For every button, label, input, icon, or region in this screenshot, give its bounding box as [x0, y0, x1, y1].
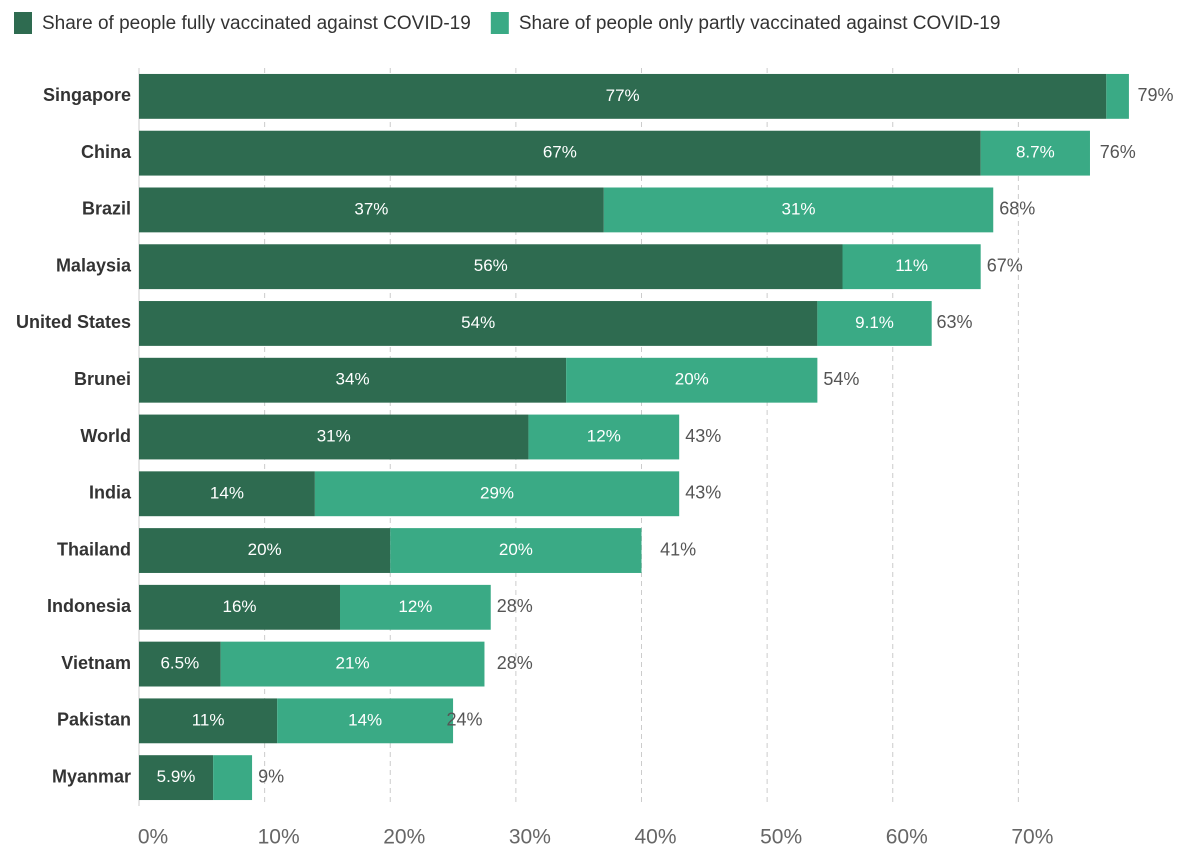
bar-segment: [139, 130, 981, 176]
value-label: 77%: [606, 86, 640, 105]
value-label: 16%: [222, 597, 256, 616]
x-tick-label: 10%: [258, 826, 300, 849]
x-tick-label: 50%: [760, 826, 802, 849]
category-label: United States: [16, 312, 131, 332]
value-label: 14%: [210, 483, 244, 502]
bar-segment: [139, 698, 278, 744]
category-label: Indonesia: [47, 596, 132, 616]
x-tick-label: 0%: [138, 826, 168, 849]
bar-segment: [220, 641, 485, 687]
category-label: Brazil: [82, 199, 131, 219]
bar-segment: [139, 641, 221, 687]
value-label: 37%: [354, 199, 388, 218]
x-tick-label: 40%: [634, 826, 676, 849]
total-label: 54%: [823, 369, 859, 389]
x-tick-label: 30%: [509, 826, 551, 849]
total-label: 67%: [987, 255, 1023, 275]
value-label: 9.1%: [855, 313, 894, 332]
bar-segment: [139, 357, 567, 403]
category-label: World: [80, 426, 131, 446]
category-label: India: [89, 483, 132, 503]
category-label: Vietnam: [61, 653, 131, 673]
category-label: Singapore: [43, 85, 131, 105]
value-label: 20%: [499, 540, 533, 559]
total-label: 68%: [999, 199, 1035, 219]
total-label: 79%: [1137, 85, 1173, 105]
total-label: 76%: [1100, 142, 1136, 162]
value-label: 6.5%: [160, 654, 199, 673]
total-label: 28%: [497, 596, 533, 616]
value-label: 11%: [192, 710, 225, 729]
bar-segment: [139, 414, 529, 460]
value-label: 20%: [675, 370, 709, 389]
bar-segment: [314, 471, 680, 517]
bar-segment: [566, 357, 818, 403]
bar-segment: [139, 301, 818, 346]
bar-segment: [842, 244, 981, 290]
bar-segment: [603, 187, 994, 233]
value-label: 34%: [336, 370, 370, 389]
total-label: 63%: [936, 312, 972, 332]
value-label: 21%: [336, 654, 370, 673]
total-label: 9%: [258, 766, 284, 786]
legend-swatch: [14, 12, 32, 34]
value-label: 5.9%: [157, 767, 196, 786]
legend-swatch: [490, 12, 509, 34]
bar-segment: [139, 73, 1107, 119]
value-label: 20%: [248, 540, 282, 559]
bar-segment: [980, 130, 1090, 176]
bar-segment: [139, 584, 340, 630]
category-label: Myanmar: [52, 766, 131, 786]
value-label: 8.7%: [1016, 143, 1055, 162]
bar-segment: [528, 414, 680, 460]
value-label: 54%: [461, 313, 495, 332]
category-label: Malaysia: [56, 255, 132, 275]
bar-segment: [139, 244, 843, 290]
total-label: 28%: [497, 653, 533, 673]
bar-segment: [1106, 73, 1129, 119]
x-tick-label: 60%: [886, 826, 928, 849]
bar-segment: [390, 528, 642, 573]
category-label: Pakistan: [57, 710, 131, 730]
bar-segment: [213, 755, 253, 801]
total-label: 24%: [447, 710, 483, 730]
value-label: 67%: [543, 143, 577, 162]
value-label: 31%: [317, 426, 351, 445]
bar-segment: [139, 528, 391, 573]
x-tick-label: 20%: [383, 826, 425, 849]
value-label: 56%: [474, 256, 508, 275]
bar-segment: [139, 471, 315, 517]
bar-segment: [139, 187, 604, 233]
total-label: 41%: [660, 539, 696, 559]
legend-label: Share of people only partly vaccinated a…: [519, 13, 1001, 34]
x-tick-label: 70%: [1011, 826, 1053, 849]
bar-segment: [817, 301, 932, 346]
category-label: Thailand: [57, 539, 131, 559]
value-label: 31%: [782, 199, 816, 218]
bar-segment: [277, 698, 454, 744]
value-label: 14%: [348, 710, 382, 729]
legend-label: Share of people fully vaccinated against…: [42, 13, 471, 34]
total-label: 43%: [685, 483, 721, 503]
bar-segment: [340, 584, 491, 630]
bar-segment: [139, 755, 214, 801]
category-label: China: [81, 142, 132, 162]
total-label: 43%: [685, 426, 721, 446]
value-label: 11%: [895, 256, 928, 275]
category-label: Brunei: [74, 369, 131, 389]
value-label: 12%: [587, 426, 621, 445]
value-label: 29%: [480, 483, 514, 502]
value-label: 12%: [398, 597, 432, 616]
